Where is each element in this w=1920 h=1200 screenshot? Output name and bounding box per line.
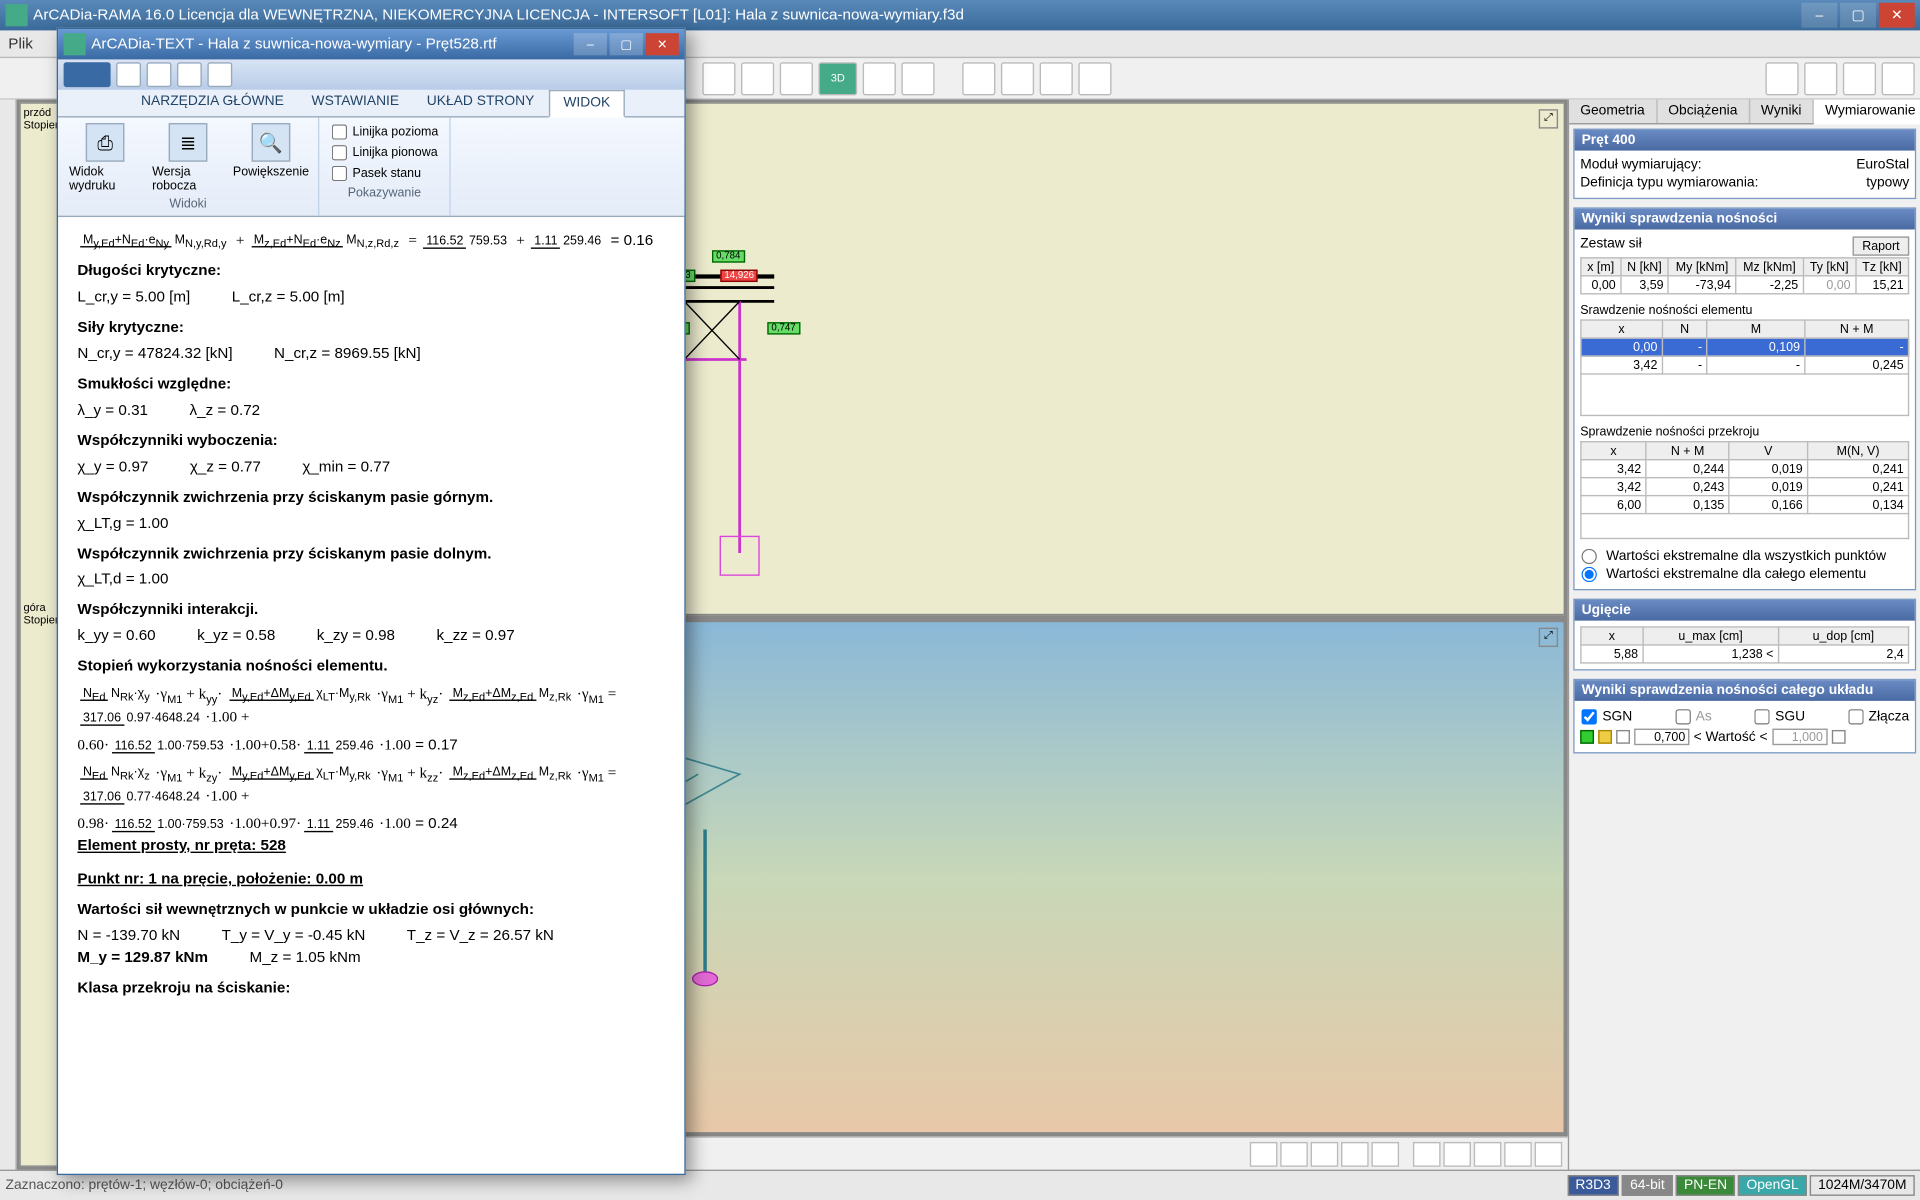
toolbar-button[interactable] xyxy=(1765,62,1798,95)
status-chip-pnen: PN-EN xyxy=(1676,1175,1736,1196)
app-icon xyxy=(6,4,28,26)
threshold-low-input[interactable] xyxy=(1634,729,1689,746)
ribbon-tabs: NARZĘDZIA GŁÓWNE WSTAWIANIE UKŁAD STRONY… xyxy=(58,90,684,118)
expand-icon[interactable]: ⤢ xyxy=(1539,109,1558,128)
legend-yellow-icon xyxy=(1598,730,1612,744)
chk-sgn[interactable]: SGN xyxy=(1580,708,1632,726)
section-header-ugiecie: Ugięcie xyxy=(1575,600,1915,621)
subwin-title: ArCADia-TEXT - Hala z suwnica-nowa-wymia… xyxy=(91,36,496,53)
minimize-button[interactable]: – xyxy=(1801,3,1837,28)
legend-green-icon xyxy=(1580,730,1594,744)
nav-next-icon[interactable] xyxy=(1371,1141,1399,1166)
subwin-quick-access xyxy=(58,59,684,89)
subwin-close-button[interactable]: ✕ xyxy=(646,33,679,55)
qat-redo-icon[interactable] xyxy=(207,62,232,87)
status-selection: Zaznaczono: prętów-1; węzłów-0; obciążeń… xyxy=(6,1178,283,1193)
qat-print-icon[interactable] xyxy=(147,62,172,87)
status-chip-memory: 1024M/3470M xyxy=(1810,1175,1915,1196)
expand-icon[interactable]: ⤢ xyxy=(1539,628,1558,647)
status-chip-opengl: OpenGL xyxy=(1738,1175,1807,1196)
subwin-maximize-button[interactable]: ▢ xyxy=(610,33,643,55)
toolbar-button[interactable] xyxy=(1843,62,1876,95)
subwin-titlebar[interactable]: ArCADia-TEXT - Hala z suwnica-nowa-wymia… xyxy=(58,29,684,59)
chk-sgu[interactable]: SGU xyxy=(1753,708,1805,726)
qat-save-icon[interactable] xyxy=(116,62,141,87)
chk-hruler[interactable]: Linijka pozioma xyxy=(330,123,438,141)
toolbar-button[interactable] xyxy=(1001,62,1034,95)
radio-whole-element[interactable]: Wartości ekstremalne dla całego elementu xyxy=(1580,567,1866,582)
qat-undo-icon[interactable] xyxy=(177,62,202,87)
properties-tabs: Geometria Obciążenia Wyniki Wymiarowanie xyxy=(1569,100,1920,125)
legend-white-icon xyxy=(1616,730,1630,744)
app-title: ArCADia-RAMA 16.0 Licencja dla WEWNĘTRZN… xyxy=(33,7,964,24)
ribbon: ⎙Widok wydruku ≣Wersja robocza 🔍Powiększ… xyxy=(58,118,684,218)
text-editor-window: ArCADia-TEXT - Hala z suwnica-nowa-wymia… xyxy=(57,28,686,1175)
tab-obciazenia[interactable]: Obciążenia xyxy=(1657,100,1750,124)
chk-as[interactable]: As xyxy=(1674,708,1712,726)
toolbar-button[interactable] xyxy=(702,62,735,95)
left-viewport-strip: przód Stopień góra Stopień xyxy=(19,102,58,1167)
chk-vruler[interactable]: Linijka pionowa xyxy=(330,144,438,162)
left-gutter xyxy=(0,100,17,1170)
subwin-app-icon xyxy=(64,33,86,55)
view-option-button[interactable] xyxy=(1474,1141,1502,1166)
nav-first-icon[interactable] xyxy=(1250,1141,1278,1166)
ribbon-tab-layout[interactable]: UKŁAD STRONY xyxy=(413,90,548,116)
toolbar-wrench-icon[interactable] xyxy=(1040,62,1073,95)
toolbar-button[interactable] xyxy=(741,62,774,95)
radio-all-points[interactable]: Wartości ekstremalne dla wszystkich punk… xyxy=(1580,549,1886,564)
section-header-pret: Pręt 400 xyxy=(1575,130,1915,151)
close-button[interactable]: ✕ xyxy=(1879,3,1915,28)
toolbar-button[interactable] xyxy=(901,62,934,95)
app-titlebar: ArCADia-RAMA 16.0 Licencja dla WEWNĘTRZN… xyxy=(0,0,1920,30)
nav-down-icon[interactable] xyxy=(1341,1141,1369,1166)
status-chip-r3d3: R3D3 xyxy=(1567,1175,1619,1196)
toolbar-button[interactable] xyxy=(780,62,813,95)
draft-view-button[interactable]: ≣Wersja robocza xyxy=(152,123,224,194)
section-check-table: xN + MVM(N, V) 3,420,2440,0190,241 3,420… xyxy=(1580,441,1909,539)
threshold-high-input[interactable] xyxy=(1772,729,1827,746)
view-option-button[interactable] xyxy=(1504,1141,1532,1166)
view-option-button[interactable] xyxy=(1535,1141,1563,1166)
tab-geometria[interactable]: Geometria xyxy=(1569,100,1657,124)
toolbar-button[interactable] xyxy=(863,62,896,95)
nav-prev-icon[interactable] xyxy=(1280,1141,1308,1166)
chk-statusbar[interactable]: Pasek stanu xyxy=(330,165,438,183)
nav-up-icon[interactable] xyxy=(1311,1141,1339,1166)
toolbar-help-icon[interactable] xyxy=(1882,62,1915,95)
forces-table: x [m]N [kN]My [kNm]Mz [kNm]Ty [kN]Tz [kN… xyxy=(1580,257,1909,294)
menu-file[interactable]: Plik xyxy=(8,35,33,52)
legend-box-icon xyxy=(1831,730,1845,744)
toolbar-button[interactable] xyxy=(1078,62,1111,95)
subwin-minimize-button[interactable]: – xyxy=(574,33,607,55)
ribbon-tab-insert[interactable]: WSTAWIANIE xyxy=(298,90,413,116)
zoom-button[interactable]: 🔍Powiększenie xyxy=(235,123,307,194)
ribbon-tab-home[interactable]: NARZĘDZIA GŁÓWNE xyxy=(127,90,298,116)
section-header-check: Wyniki sprawdzenia nośności xyxy=(1575,209,1915,230)
chk-zlacza[interactable]: Złącza xyxy=(1846,708,1909,726)
view-option-button[interactable] xyxy=(1413,1141,1441,1166)
tab-wyniki[interactable]: Wyniki xyxy=(1750,100,1814,124)
section-header-full: Wyniki sprawdzenia nośności całego układ… xyxy=(1575,680,1915,701)
toolbar-button-3d[interactable]: 3D xyxy=(818,62,857,95)
status-chip-64bit: 64-bit xyxy=(1622,1175,1673,1196)
report-document[interactable]: My,Ed+NEd·eNyMN,y,Rd,y + Mz,Ed+NEd·eNzMN… xyxy=(58,217,684,1174)
view-option-button[interactable] xyxy=(1443,1141,1471,1166)
raport-button[interactable]: Raport xyxy=(1853,236,1910,255)
maximize-button[interactable]: ▢ xyxy=(1840,3,1876,28)
toolbar-button[interactable] xyxy=(1804,62,1837,95)
properties-panel: Geometria Obciążenia Wyniki Wymiarowanie… xyxy=(1568,100,1920,1170)
file-menu-button[interactable] xyxy=(64,62,111,87)
ribbon-tab-view[interactable]: WIDOK xyxy=(548,90,625,118)
toolbar-button[interactable] xyxy=(962,62,995,95)
deflection-table: xu_max [cm]u_dop [cm] 5,881,238 <2,4 xyxy=(1580,626,1909,663)
print-view-button[interactable]: ⎙Widok wydruku xyxy=(69,123,141,194)
tab-wymiarowanie[interactable]: Wymiarowanie xyxy=(1814,100,1920,125)
element-check-table: xNMN + M 0,00-0,109- 3,42--0,245 xyxy=(1580,319,1909,416)
